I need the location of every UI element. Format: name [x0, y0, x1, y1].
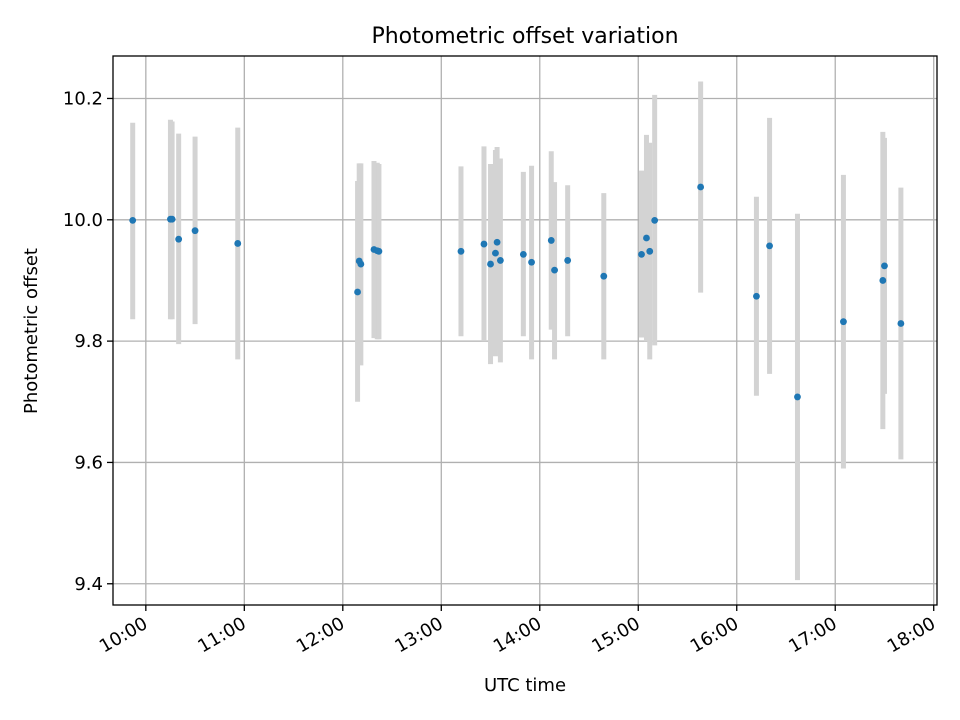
data-point — [643, 234, 650, 242]
data-point — [375, 247, 383, 255]
data-point — [753, 292, 760, 300]
data-point — [766, 242, 773, 250]
data-point — [881, 262, 888, 270]
data-point — [492, 249, 499, 257]
data-point — [840, 318, 847, 326]
data-point — [564, 257, 572, 264]
x-axis-label: UTC time — [484, 675, 566, 696]
data-point — [528, 258, 535, 266]
data-point — [234, 240, 242, 247]
data-point — [129, 216, 137, 224]
data-point — [879, 277, 887, 284]
y-tick-label: 9.8 — [74, 331, 103, 352]
y-tick-label: 9.6 — [74, 452, 103, 473]
y-axis-label: Photometric offset — [21, 248, 42, 414]
data-point — [638, 250, 645, 258]
data-point — [697, 183, 705, 191]
data-point — [357, 260, 365, 268]
y-tick-label: 10.0 — [63, 210, 103, 231]
data-point — [493, 238, 501, 246]
data-point — [168, 215, 176, 223]
data-point — [519, 250, 527, 258]
data-point — [651, 216, 659, 224]
chart-title: Photometric offset variation — [371, 24, 678, 49]
data-point — [646, 247, 654, 255]
data-point — [496, 257, 504, 264]
y-tick-label: 10.2 — [63, 88, 103, 109]
data-point — [551, 266, 558, 274]
data-point — [794, 393, 801, 401]
data-point — [457, 247, 465, 255]
point-layer — [129, 183, 905, 401]
data-point — [487, 260, 494, 268]
y-tick-label: 9.4 — [74, 574, 103, 595]
data-point — [191, 227, 199, 235]
data-point — [354, 288, 361, 296]
data-point — [547, 237, 555, 244]
data-point — [600, 272, 608, 280]
plot-frame — [112, 55, 938, 606]
data-point — [175, 235, 183, 243]
data-point — [480, 240, 488, 248]
data-point — [897, 320, 905, 327]
